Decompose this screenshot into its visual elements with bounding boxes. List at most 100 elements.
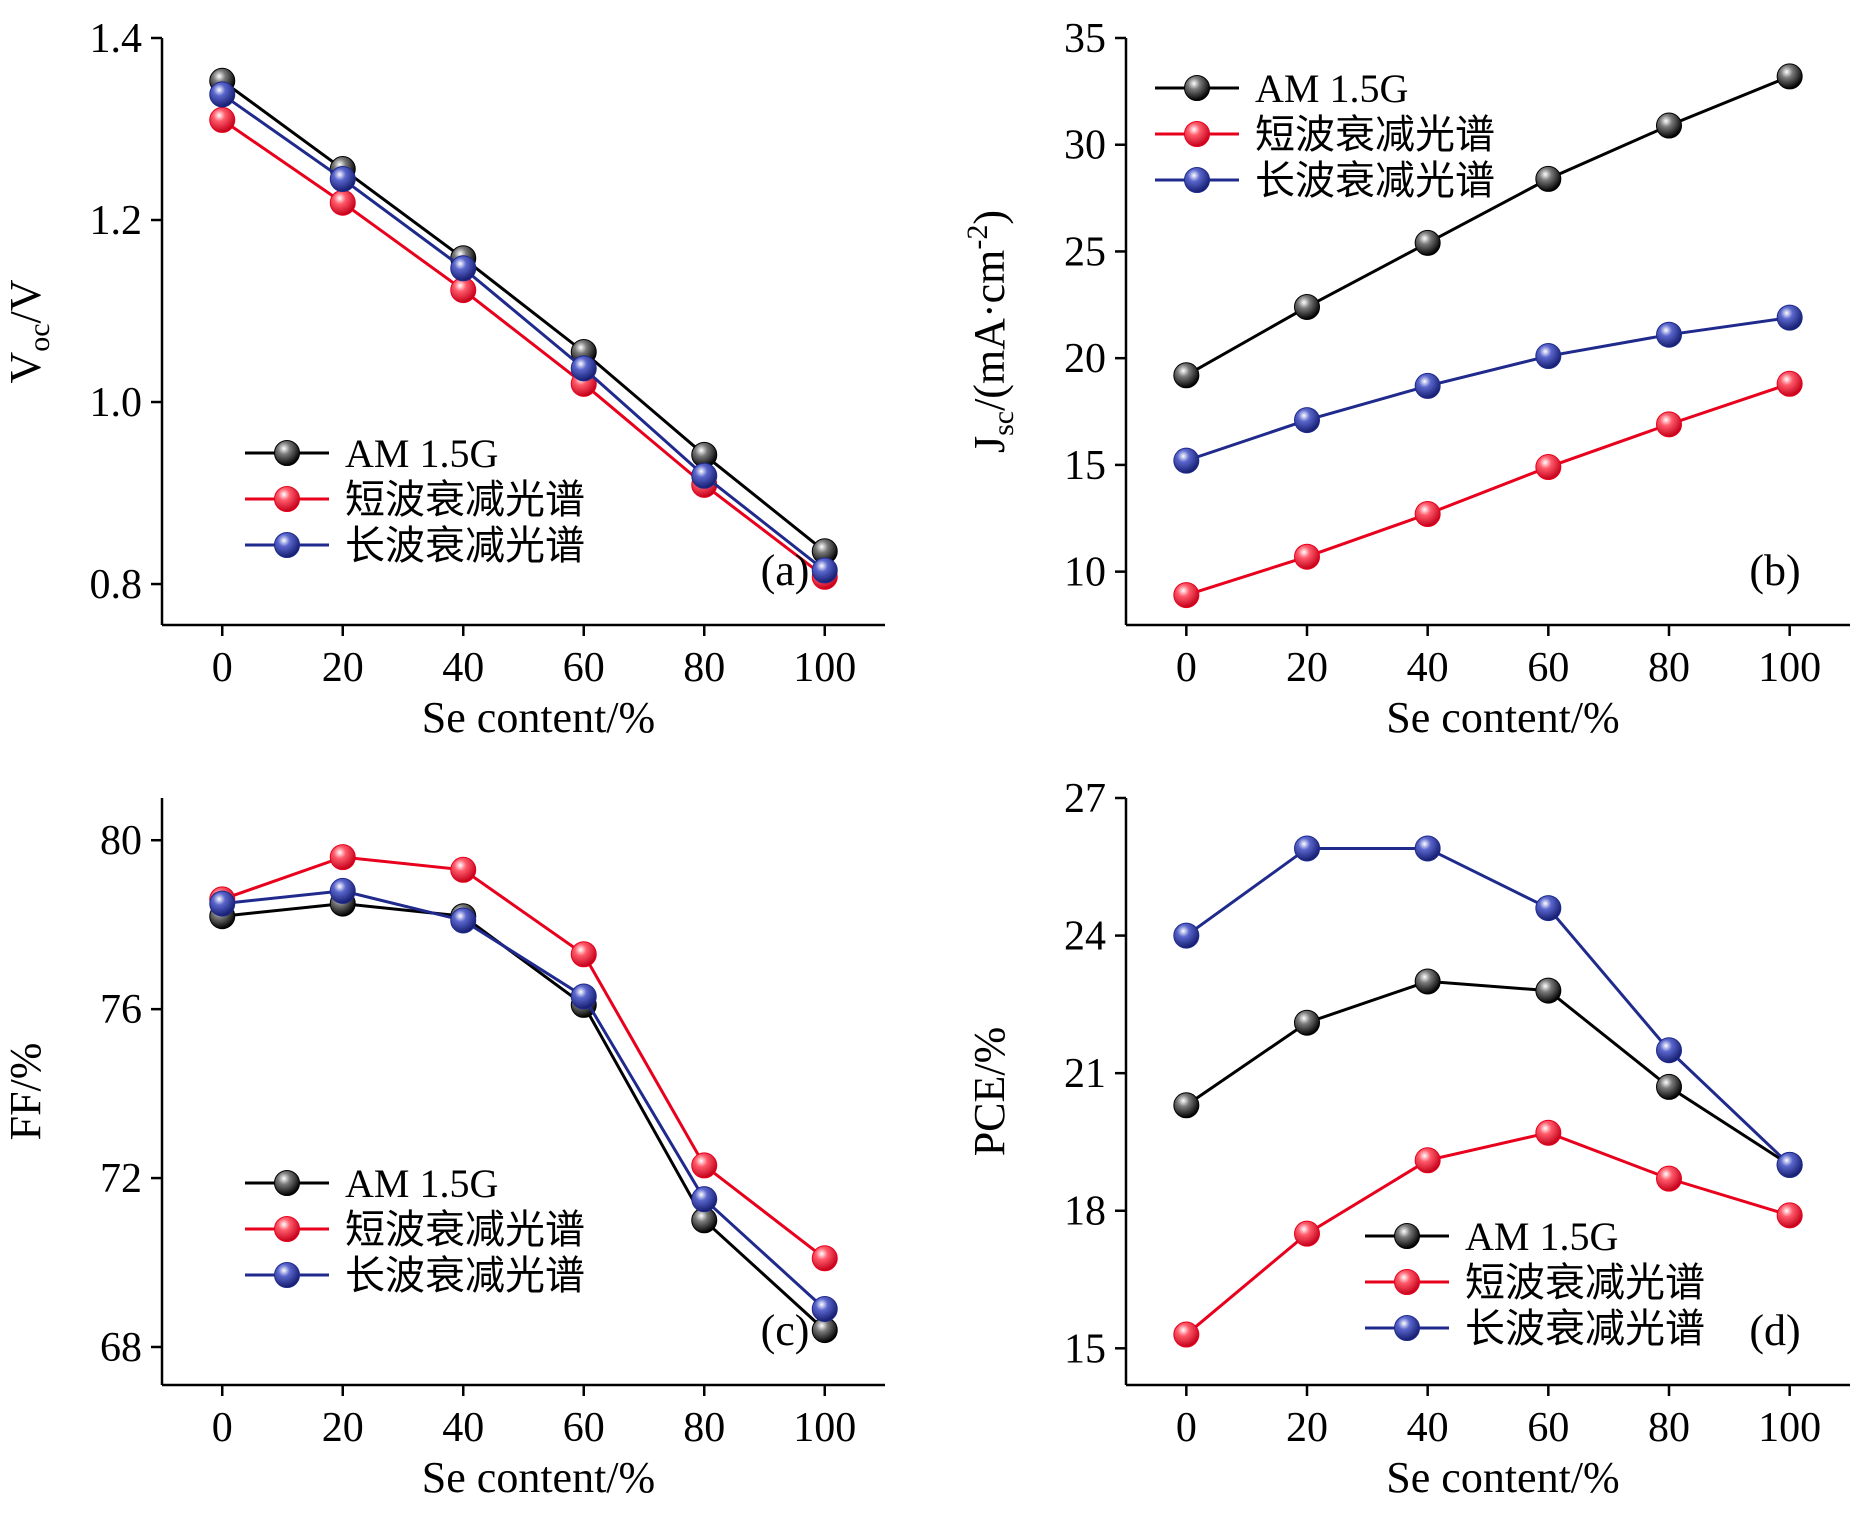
x-tick-label: 20 — [1286, 645, 1328, 691]
data-point-long-attenuated — [1535, 343, 1562, 370]
data-point-short-attenuated — [1294, 543, 1320, 570]
x-tick-label: 40 — [1407, 1405, 1449, 1451]
y-axis-label: PCE/% — [965, 1027, 1014, 1157]
legend-label-short-attenuated: 短波衰减光谱 — [345, 1207, 585, 1252]
legend-label-short-attenuated: 短波衰减光谱 — [345, 477, 585, 522]
series-line-short-attenuated — [221, 855, 826, 1260]
data-point-short-attenuated — [1173, 582, 1200, 609]
data-point-short-attenuated — [691, 1152, 718, 1179]
data-point-short-attenuated — [1776, 1202, 1803, 1229]
data-point-short-attenuated — [1656, 411, 1682, 438]
data-point-am15g — [1173, 1092, 1200, 1119]
data-point-am15g — [1776, 63, 1803, 90]
data-point-short-attenuated — [450, 277, 477, 304]
x-tick-label: 100 — [793, 645, 856, 691]
y-tick-label: 25 — [1064, 229, 1106, 275]
data-point-short-attenuated — [1414, 1147, 1441, 1174]
series-line-long-attenuated — [1185, 846, 1791, 1166]
x-tick-label: 60 — [563, 645, 605, 691]
y-tick-label: 1.0 — [90, 380, 143, 426]
x-tick-label: 20 — [322, 645, 364, 691]
y-axis-label-part: /V — [1, 279, 50, 323]
y-tick-label: 0.8 — [90, 562, 143, 608]
data-point-long-attenuated — [1173, 447, 1200, 474]
data-point-short-attenuated — [570, 941, 597, 968]
data-point-short-attenuated — [811, 1245, 838, 1272]
chart-panel-b: 10 15 20 25 30 35 0 20 40 60 80 100 Se content/% Jsc/… — [961, 16, 1850, 742]
legend-marker-long-attenuated — [1184, 167, 1210, 193]
x-tick-label: 0 — [1176, 645, 1197, 691]
legend-label-am15g: AM 1.5G — [345, 1161, 498, 1206]
data-point-long-attenuated — [1656, 321, 1682, 348]
x-tick-label: 0 — [212, 645, 233, 691]
x-tick-label: 60 — [563, 1405, 605, 1451]
x-tick-label: 0 — [1176, 1405, 1197, 1451]
x-tick-label: 80 — [1648, 645, 1690, 691]
data-point-am15g — [1173, 362, 1200, 389]
panel-tag: (b) — [1749, 546, 1800, 595]
y-tick-label: 10 — [1064, 550, 1106, 596]
panel-tag: (c) — [761, 1306, 810, 1355]
y-tick-label: 18 — [1064, 1189, 1106, 1235]
data-point-am15g — [1294, 1009, 1320, 1036]
data-point-long-attenuated — [329, 166, 356, 193]
x-tick-label: 100 — [1758, 645, 1821, 691]
series-line-short-attenuated — [221, 118, 826, 578]
y-axis-label-part: /(mA·cm — [965, 250, 1014, 411]
data-point-short-attenuated — [1414, 501, 1441, 528]
data-point-am15g — [1294, 293, 1320, 320]
y-axis-label-part: sc — [987, 411, 1020, 436]
data-point-long-attenuated — [691, 462, 718, 489]
chart-panel-d: 15 18 21 24 27 0 20 40 60 80 100 Se content/% PCE/% A… — [965, 776, 1850, 1502]
data-point-long-attenuated — [1776, 304, 1803, 331]
legend-marker-am15g — [274, 1170, 300, 1196]
series-line-long-attenuated — [221, 93, 826, 572]
x-tick-label: 20 — [322, 1405, 364, 1451]
data-point-long-attenuated — [570, 355, 597, 382]
y-axis-label: Voc/V — [1, 279, 56, 383]
data-point-long-attenuated — [1294, 407, 1320, 434]
data-point-long-attenuated — [1294, 835, 1320, 862]
y-tick-label: 30 — [1064, 123, 1106, 169]
x-tick-label: 0 — [212, 1405, 233, 1451]
y-tick-label: 80 — [100, 818, 142, 864]
data-point-long-attenuated — [811, 1295, 838, 1322]
legend-label-long-attenuated: 长波衰减光谱 — [345, 1253, 585, 1298]
x-axis-label: Se content/% — [422, 1453, 655, 1502]
series-line-am15g — [1185, 75, 1791, 377]
y-axis-label-part: PCE/% — [965, 1027, 1014, 1157]
panel-tag: (a) — [761, 546, 810, 595]
legend-label-short-attenuated: 短波衰减光谱 — [1465, 1260, 1705, 1305]
series-line-long-attenuated — [1185, 316, 1790, 463]
data-point-long-attenuated — [1776, 1151, 1803, 1178]
legend-label-am15g: AM 1.5G — [1465, 1214, 1618, 1259]
y-tick-label: 15 — [1064, 1326, 1106, 1372]
legend-label-long-attenuated: 长波衰减光谱 — [1255, 158, 1495, 203]
y-axis-label-part: oc — [23, 323, 56, 351]
data-point-long-attenuated — [1414, 835, 1441, 862]
y-axis-label-part: J — [965, 436, 1014, 453]
data-point-long-attenuated — [209, 81, 236, 108]
data-point-short-attenuated — [209, 106, 236, 133]
y-tick-label: 15 — [1064, 443, 1106, 489]
data-point-short-attenuated — [450, 856, 477, 883]
data-point-am15g — [1414, 229, 1441, 256]
x-tick-label: 20 — [1286, 1405, 1328, 1451]
series-line-short-attenuated — [1185, 1131, 1791, 1336]
chart-panel-a: 0.8 1.0 1.2 1.4 0 20 40 60 80 100 Se content/% Voc/… — [1, 16, 885, 742]
series-line-long-attenuated — [222, 889, 826, 1311]
series-line-am15g — [1185, 979, 1791, 1167]
data-point-long-attenuated — [450, 907, 477, 934]
y-tick-label: 1.2 — [90, 198, 143, 244]
data-point-short-attenuated — [1535, 1119, 1562, 1146]
x-tick-label: 100 — [793, 1405, 856, 1451]
series-line-am15g — [221, 79, 826, 553]
y-tick-label: 21 — [1064, 1051, 1106, 1097]
data-point-am15g — [1535, 165, 1562, 192]
data-point-long-attenuated — [570, 983, 597, 1010]
data-point-short-attenuated — [1535, 454, 1562, 481]
x-axis-label: Se content/% — [422, 693, 655, 742]
legend-label-short-attenuated: 短波衰减光谱 — [1255, 112, 1495, 157]
